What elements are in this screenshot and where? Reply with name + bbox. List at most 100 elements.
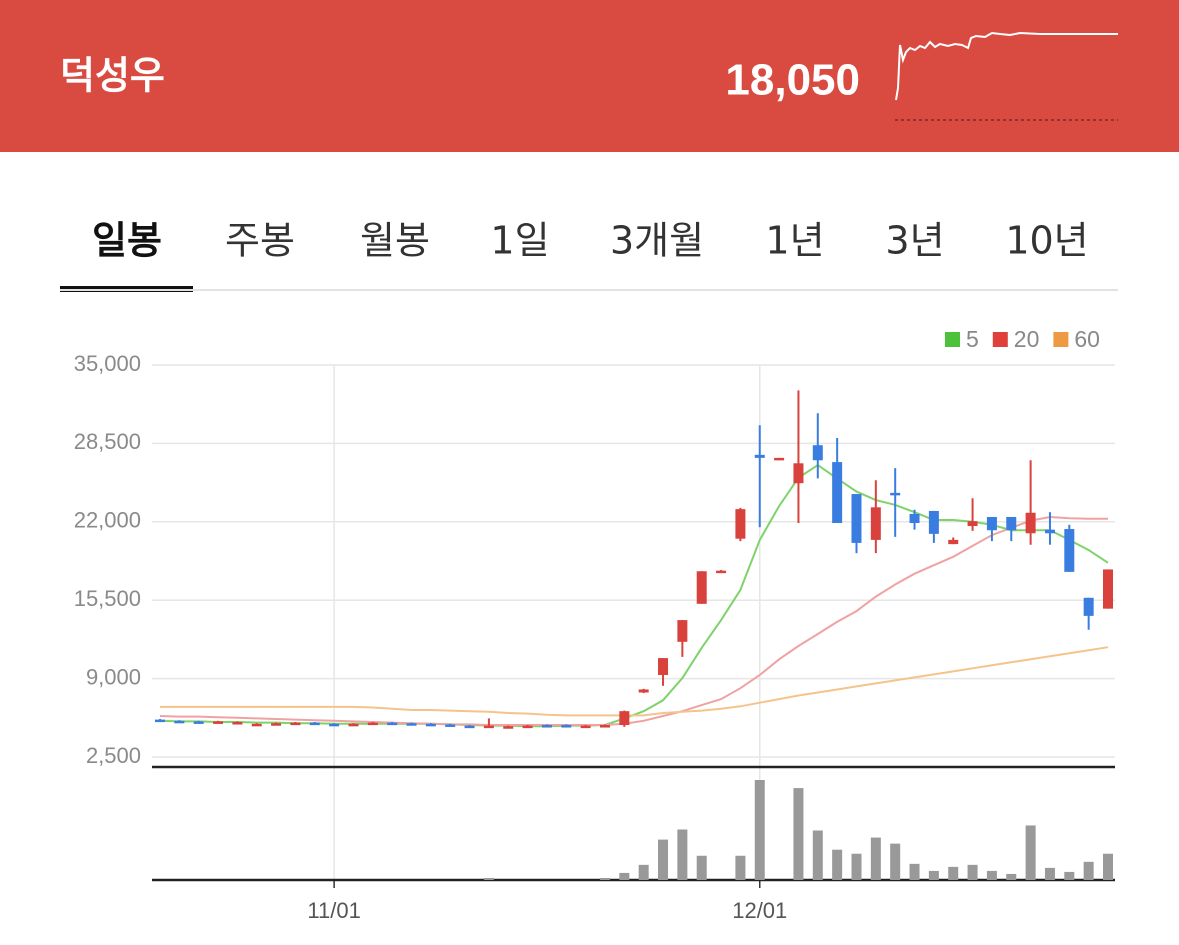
candle-body xyxy=(561,725,572,728)
candle-body xyxy=(155,719,165,723)
candle-body xyxy=(580,725,591,729)
x-tick-label: 12/01 xyxy=(732,898,787,923)
volume-bar xyxy=(658,839,669,880)
y-tick-label: 9,000 xyxy=(86,664,141,689)
candle-body xyxy=(213,721,224,724)
candle-body xyxy=(445,724,456,727)
volume-bar xyxy=(1064,871,1075,880)
legend-swatch xyxy=(992,332,1008,347)
candle-body xyxy=(193,721,204,724)
volume-bar xyxy=(832,849,843,880)
volume-bar xyxy=(735,855,746,880)
tab[interactable]: 3개월 xyxy=(610,219,704,263)
tab[interactable]: 월봉 xyxy=(360,219,430,263)
volume-bar xyxy=(677,829,688,880)
legend-label: 60 xyxy=(1074,326,1100,352)
header-bar xyxy=(0,0,1179,152)
volume-bar xyxy=(909,863,920,880)
candle-body xyxy=(967,521,978,527)
tab-bar: 일봉 주봉 월봉 1일 3개월 1년 3년 10년 xyxy=(60,219,1089,292)
volume-bar xyxy=(483,877,494,880)
legend-label: 5 xyxy=(966,326,979,352)
volume-bar xyxy=(890,843,901,880)
candle-body xyxy=(928,510,939,534)
candle-body xyxy=(232,722,243,725)
chart: 2,500 9,000 15,500 22,000 28,500 35,000 11/01 1… xyxy=(74,326,1115,923)
volume-bar xyxy=(619,872,630,880)
candle-body xyxy=(677,620,688,642)
candle-body xyxy=(754,454,765,458)
tab[interactable]: 10년 xyxy=(1005,219,1088,263)
y-tick-label: 22,000 xyxy=(74,508,141,533)
volume-bar xyxy=(851,853,862,880)
candle-body xyxy=(735,509,746,539)
candle-body xyxy=(406,723,417,726)
volume-bar xyxy=(1006,873,1017,880)
candle-body xyxy=(1083,597,1094,616)
y-tick-label: 15,500 xyxy=(74,586,141,611)
candle-body xyxy=(890,492,901,496)
candle-body xyxy=(851,494,862,543)
candle-body xyxy=(309,722,320,726)
candle-body xyxy=(503,726,514,729)
volume-bar xyxy=(638,864,649,880)
candle-body xyxy=(909,513,920,524)
sparkline xyxy=(895,31,1118,101)
volume-bar xyxy=(986,870,997,880)
legend-label: 20 xyxy=(1014,326,1040,352)
candle-body xyxy=(387,722,398,726)
volume-bar xyxy=(599,877,610,880)
candle-body xyxy=(793,463,804,484)
candle-body xyxy=(348,723,359,727)
ma-line xyxy=(160,646,1109,717)
ma-line xyxy=(159,463,1109,728)
volume-bar xyxy=(812,830,823,880)
candle-body xyxy=(1103,569,1113,609)
candle-body xyxy=(174,720,185,724)
y-tick-label: 35,000 xyxy=(74,351,141,376)
x-tick-label: 11/01 xyxy=(307,898,360,923)
candle-body xyxy=(658,658,669,675)
volume-bar xyxy=(1083,861,1094,880)
tab[interactable]: 주봉 xyxy=(225,219,295,263)
candle-body xyxy=(522,725,533,729)
volume-bar xyxy=(793,788,804,880)
volume-bar xyxy=(948,866,959,880)
candle-body xyxy=(483,725,494,729)
candle-body xyxy=(870,507,881,540)
volume-bar xyxy=(1044,867,1055,880)
volume-bar xyxy=(870,837,881,880)
candle-body xyxy=(271,723,282,726)
candle-body xyxy=(1025,512,1036,534)
volume-bar xyxy=(1103,853,1113,880)
volume-bar xyxy=(1025,825,1036,880)
volume-bar xyxy=(754,780,765,880)
candle-body xyxy=(832,462,843,524)
candle-body xyxy=(329,723,340,727)
volume-bar xyxy=(967,864,978,880)
candle-body xyxy=(251,723,262,727)
candle-body xyxy=(1064,529,1075,572)
tab[interactable]: 1일 xyxy=(490,219,549,263)
tab[interactable]: 1년 xyxy=(765,219,824,263)
candle-body xyxy=(696,571,707,604)
candle-body xyxy=(1006,516,1017,531)
candle-body xyxy=(986,516,997,531)
legend-swatch xyxy=(945,332,960,347)
candle-body xyxy=(619,711,630,726)
candle-body xyxy=(425,723,436,727)
tab[interactable]: 3년 xyxy=(885,219,944,263)
candle-body xyxy=(541,725,552,728)
candle-body xyxy=(716,570,727,574)
candle-body xyxy=(812,445,823,461)
candle-body xyxy=(638,689,649,693)
stock-price: 18,050 xyxy=(725,56,860,105)
candle-body xyxy=(774,457,785,461)
tab[interactable]: 일봉 xyxy=(92,219,162,263)
ma-line xyxy=(159,515,1108,726)
candle-body xyxy=(599,725,610,728)
candle-body xyxy=(948,539,959,545)
volume-bar xyxy=(928,870,939,880)
